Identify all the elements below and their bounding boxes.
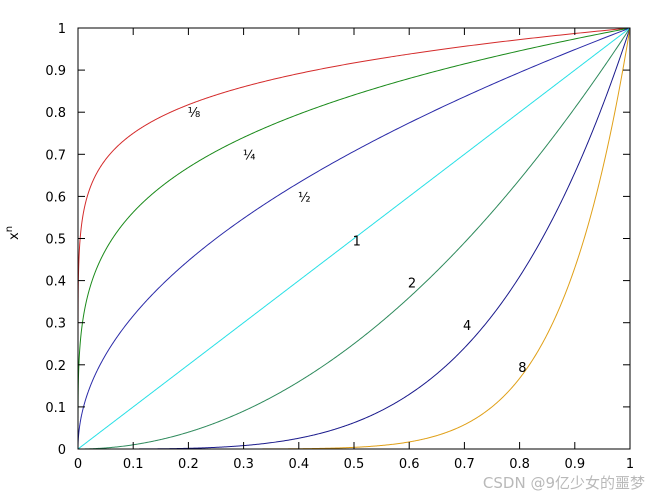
series-label-4: 2	[408, 277, 416, 292]
x-tick-label-5: 0.5	[344, 457, 365, 472]
y-tick-label-8: 0.8	[45, 106, 66, 121]
series-label-2: ½	[298, 190, 311, 205]
curve-labels-group: ⅛ ¼ ½ 1 2 4 8	[188, 106, 527, 376]
y-tick-label-10: 1	[58, 22, 66, 37]
y-tick-label-1: 0.1	[45, 401, 66, 416]
y-axis-label: xn	[4, 226, 22, 240]
x-tick-label-8: 0.8	[509, 457, 530, 472]
x-tick-label-3: 0.3	[233, 457, 254, 472]
y-tick-label-3: 0.3	[45, 317, 66, 332]
series-line-3	[77, 27, 631, 450]
x-tick-label-10: 1	[626, 457, 634, 472]
y-tick-label-4: 0.4	[45, 275, 66, 290]
x-tick-label-6: 0.6	[399, 457, 420, 472]
y-tick-label-2: 0.2	[45, 359, 66, 374]
y-tick-label-5: 0.5	[45, 233, 66, 248]
y-tick-label-0: 0	[58, 443, 66, 458]
x-tick-label-2: 0.2	[178, 457, 199, 472]
x-tick-label-0: 0	[74, 457, 82, 472]
series-label-0: ⅛	[188, 106, 201, 121]
axes-group: 0 0.1 0.2 0.3 0.4 0.5 0.6 0.7 0.8 0.9 1 0 0.1 0.2 0.3 0…	[45, 22, 634, 472]
x-tick-label-4: 0.4	[288, 457, 309, 472]
series-label-3: 1	[353, 235, 361, 250]
y-tick-label-9: 0.9	[45, 64, 66, 79]
series-line-4	[78, 27, 631, 450]
y-axis-label-superscript: n	[4, 226, 15, 232]
x-tick-label-9: 0.9	[564, 457, 585, 472]
series-label-6: 8	[518, 361, 526, 376]
y-tick-label-6: 0.6	[45, 190, 66, 205]
x-tick-label-7: 0.7	[454, 457, 475, 472]
y-tick-label-7: 0.7	[45, 148, 66, 163]
watermark: CSDN @9亿少女的噩梦	[482, 474, 645, 492]
y-axis-label-base: x	[7, 232, 22, 240]
series-label-5: 4	[463, 319, 471, 334]
x-tick-label-1: 0.1	[123, 457, 144, 472]
series-label-1: ¼	[243, 148, 256, 163]
